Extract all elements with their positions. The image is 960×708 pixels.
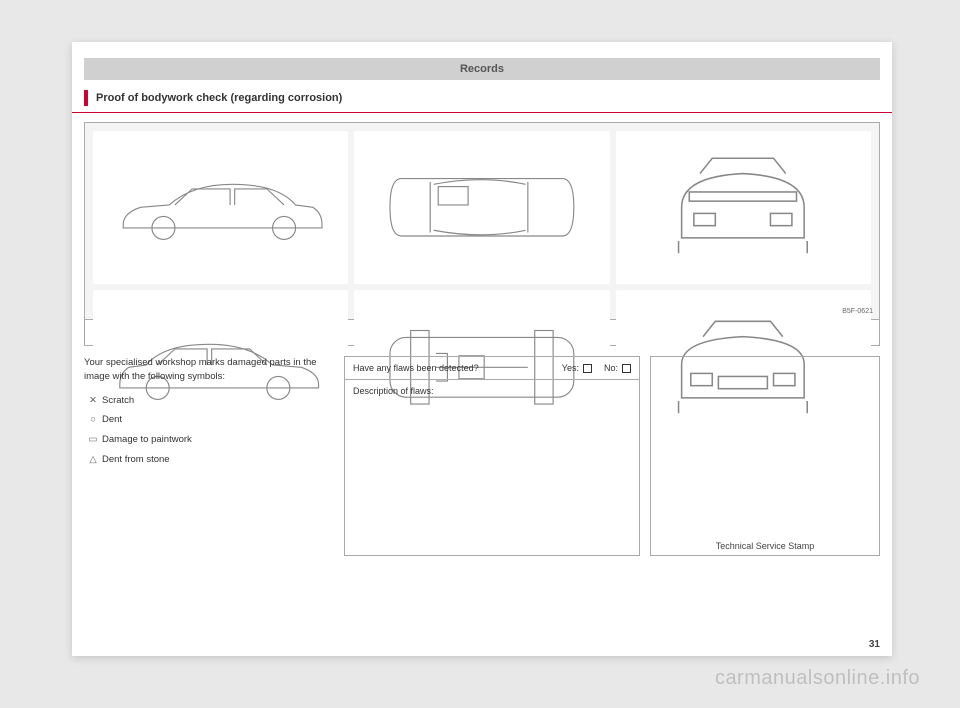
accent-line: [72, 112, 892, 113]
flaw-question: Have any flaws been detected?: [353, 363, 479, 373]
symbol-item-stone: △ Dent from stone: [84, 453, 334, 467]
no-option: No:: [604, 363, 631, 373]
stone-icon: △: [84, 453, 102, 467]
stamp-box: Technical Service Stamp: [650, 356, 880, 556]
no-label: No:: [604, 363, 618, 373]
symbol-label: Dent: [102, 413, 122, 427]
stamp-label: Technical Service Stamp: [651, 541, 879, 551]
scratch-icon: ✕: [84, 394, 102, 408]
flaw-header: Have any flaws been detected? Yes: No:: [345, 357, 639, 380]
symbol-label: Dent from stone: [102, 453, 170, 467]
figure-content: B5F-0621: [85, 123, 879, 319]
no-checkbox[interactable]: [622, 364, 631, 373]
symbol-label: Scratch: [102, 394, 134, 408]
watermark: carmanualsonline.info: [715, 667, 920, 690]
flaw-box: Have any flaws been detected? Yes: No: D: [344, 356, 640, 556]
car-view-side-left: [93, 131, 348, 284]
yes-no-group: Yes: No:: [562, 363, 631, 373]
column-left: Your specialised workshop marks damaged …: [84, 356, 334, 640]
yes-checkbox[interactable]: [583, 364, 592, 373]
flaw-description-area: Description of flaws:: [345, 380, 639, 555]
figure-box: B5F-0621 Fig. 8 For all vehicles and typ…: [84, 122, 880, 346]
section-title: Proof of bodywork check (regarding corro…: [96, 92, 342, 104]
dent-icon: ○: [84, 413, 102, 427]
symbol-label: Damage to paintwork: [102, 433, 192, 447]
figure-id: B5F-0621: [842, 308, 873, 315]
accent-bar: [84, 90, 88, 106]
section-title-row: Proof of bodywork check (regarding corro…: [84, 90, 880, 106]
header-bar: Records: [84, 58, 880, 80]
column-right: Technical Service Stamp: [650, 356, 880, 640]
symbol-item-dent: ○ Dent: [84, 413, 334, 427]
yes-label: Yes:: [562, 363, 579, 373]
flaw-description-label: Description of flaws:: [353, 386, 434, 396]
symbol-item-scratch: ✕ Scratch: [84, 394, 334, 408]
car-view-front: [616, 131, 871, 284]
column-middle: Have any flaws been detected? Yes: No: D: [344, 356, 640, 640]
yes-option: Yes:: [562, 363, 592, 373]
content-columns: Your specialised workshop marks damaged …: [84, 356, 880, 640]
page-number: 31: [869, 639, 880, 650]
header-title: Records: [460, 63, 504, 75]
intro-text: Your specialised workshop marks damaged …: [84, 356, 334, 384]
car-view-top: [354, 131, 609, 284]
symbol-list: ✕ Scratch ○ Dent ▭ Damage to paintwork △…: [84, 394, 334, 467]
paintwork-icon: ▭: [84, 433, 102, 447]
manual-page: Records Proof of bodywork check (regardi…: [72, 42, 892, 656]
symbol-item-paintwork: ▭ Damage to paintwork: [84, 433, 334, 447]
